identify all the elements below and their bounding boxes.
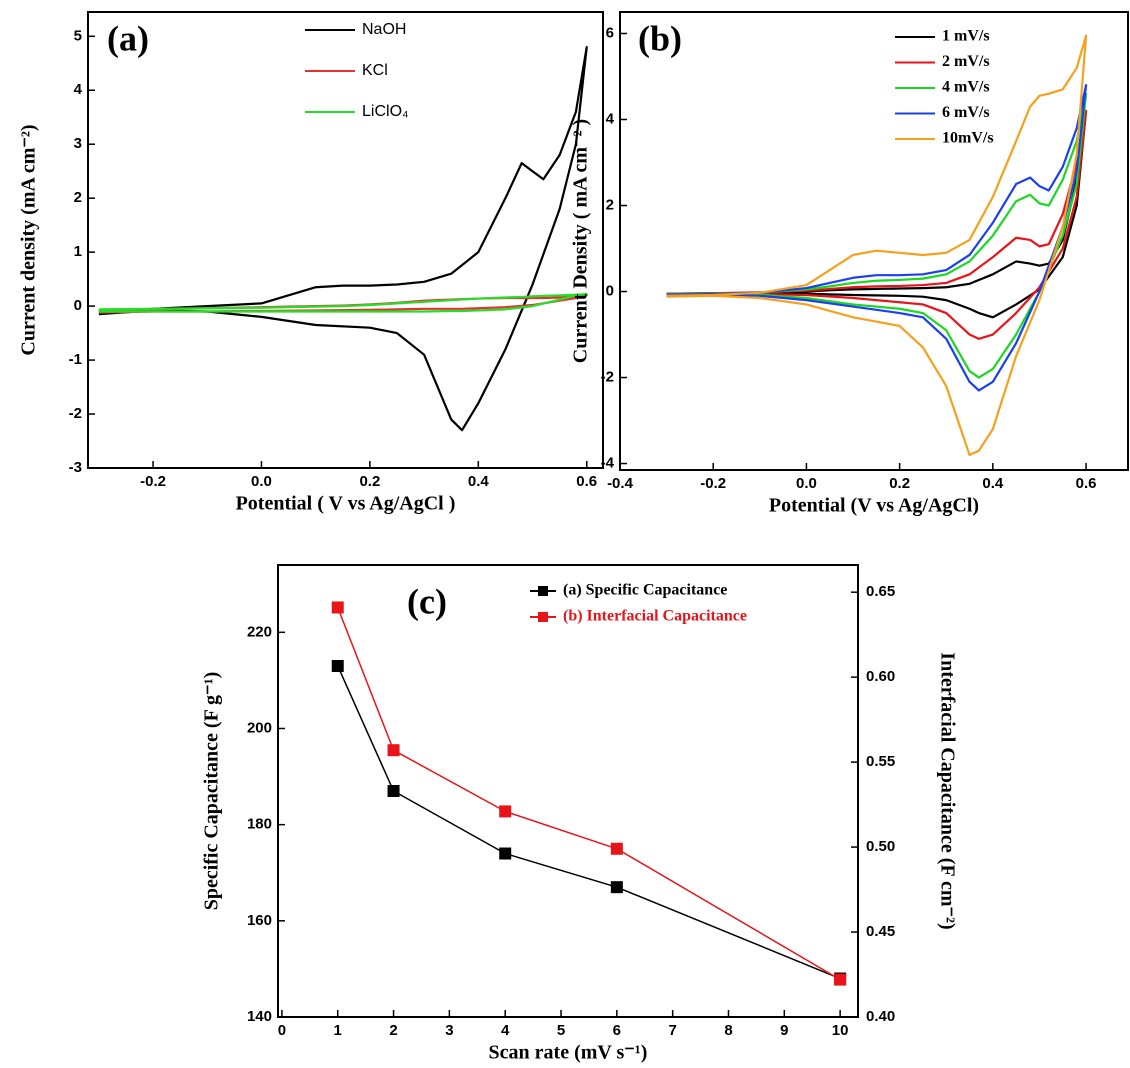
y-tick-label: 0	[74, 297, 82, 314]
y-tick-label: 1	[74, 243, 82, 260]
series-line	[666, 92, 1088, 379]
x-tick-label: 0.6	[1076, 475, 1097, 492]
x-tick-label: 6	[613, 1022, 621, 1039]
y-tick-label: -1	[69, 351, 82, 368]
y2-tick-label: 0.40	[866, 1008, 895, 1025]
legend-marker	[538, 612, 548, 622]
marker	[610, 842, 623, 855]
x-tick-label: 0.2	[359, 473, 380, 490]
x-tick-label: 5	[557, 1022, 565, 1039]
x-tick-label: -0.4	[607, 475, 634, 492]
plot-frame	[619, 11, 1129, 471]
x-tick-label: 9	[780, 1022, 788, 1039]
series-line	[666, 84, 1088, 392]
x-tick-label: 2	[389, 1022, 397, 1039]
y2-tick-label: 0.55	[866, 753, 895, 770]
y-tick-label: 180	[247, 816, 272, 833]
y2-tick-label: 0.65	[866, 583, 895, 600]
y2-axis-label: Interfacial Capacitance (F cm⁻²)	[936, 652, 958, 929]
legend-label: 6 mV/s	[942, 104, 990, 121]
x-tick-label: 0.6	[576, 473, 597, 490]
legend-label: 2 mV/s	[942, 53, 990, 70]
y-axis-label: Current density (mA cm⁻²)	[18, 124, 40, 355]
y2-tick-label: 0.50	[866, 838, 895, 855]
plot-frame	[87, 11, 604, 469]
panel-label: (b)	[638, 18, 682, 58]
y-tick-label: 0	[606, 282, 614, 299]
series-line	[666, 109, 1088, 340]
y2-tick-label: 0.60	[866, 668, 895, 685]
y-axis-label: Specific Capacitance (F g⁻¹)	[201, 672, 223, 911]
series-line	[98, 293, 588, 313]
x-tick-label: 0.4	[982, 475, 1004, 492]
marker	[499, 805, 512, 818]
y-axis-label: Current Density ( mA cm⁻² )	[570, 119, 592, 363]
y-tick-label: -2	[601, 369, 614, 386]
y-tick-label: 5	[74, 27, 82, 44]
x-tick-label: 0.4	[468, 473, 490, 490]
marker	[331, 601, 344, 614]
panel-label: (c)	[407, 581, 447, 621]
marker	[834, 973, 847, 986]
marker	[499, 847, 512, 860]
y-tick-label: -2	[69, 405, 82, 422]
x-tick-label: 4	[501, 1022, 510, 1039]
series-line	[98, 45, 588, 432]
legend-label: LiClO₄	[362, 103, 409, 120]
plot-frame	[277, 564, 859, 1018]
y-tick-label: 200	[247, 719, 272, 736]
legend-label: (a) Specific Capacitance	[563, 582, 727, 599]
y-tick-label: 3	[74, 135, 82, 152]
series-line	[337, 665, 841, 980]
x-axis-label: Potential (V vs Ag/AgCl)	[769, 495, 979, 517]
y2-tick-label: 0.45	[866, 923, 895, 940]
y-tick-label: 2	[606, 196, 614, 213]
x-tick-label: 10	[832, 1022, 849, 1039]
marker	[610, 881, 623, 894]
panel-label: (a)	[107, 18, 149, 58]
y-tick-label: -3	[69, 459, 82, 476]
legend-label: NaOH	[362, 21, 406, 38]
y-tick-label: 220	[247, 623, 272, 640]
y-tick-label: 4	[606, 110, 615, 127]
x-tick-label: 7	[668, 1022, 676, 1039]
x-tick-label: 1	[334, 1022, 342, 1039]
legend-label: (b) Interfacial Capacitance	[563, 608, 747, 625]
marker	[331, 659, 344, 672]
x-tick-label: 3	[445, 1022, 453, 1039]
y-tick-label: 140	[247, 1008, 272, 1025]
y-tick-label: 2	[74, 189, 82, 206]
series-line	[666, 34, 1088, 457]
y-tick-label: -4	[601, 455, 615, 472]
y-tick-label: 4	[74, 81, 83, 98]
legend-label: 4 mV/s	[942, 79, 990, 96]
x-tick-label: 8	[724, 1022, 732, 1039]
marker	[387, 744, 400, 757]
marker	[387, 785, 400, 797]
y-tick-label: 160	[247, 912, 272, 929]
x-axis-label: Scan rate (mV s⁻¹)	[489, 1042, 648, 1064]
x-tick-label: 0.0	[251, 473, 272, 490]
legend-label: 10mV/s	[942, 130, 994, 147]
legend-label: 1 mV/s	[942, 28, 990, 45]
legend-label: KCl	[362, 62, 388, 79]
x-tick-label: 0	[278, 1022, 286, 1039]
series-line	[337, 607, 841, 981]
x-tick-label: 0.0	[796, 475, 817, 492]
x-tick-label: -0.2	[700, 475, 726, 492]
legend-marker	[538, 586, 548, 596]
x-axis-label: Potential ( V vs Ag/AgCl )	[236, 493, 456, 515]
x-tick-label: 0.2	[889, 475, 910, 492]
y-tick-label: 6	[606, 24, 614, 41]
x-tick-label: -0.2	[140, 473, 166, 490]
